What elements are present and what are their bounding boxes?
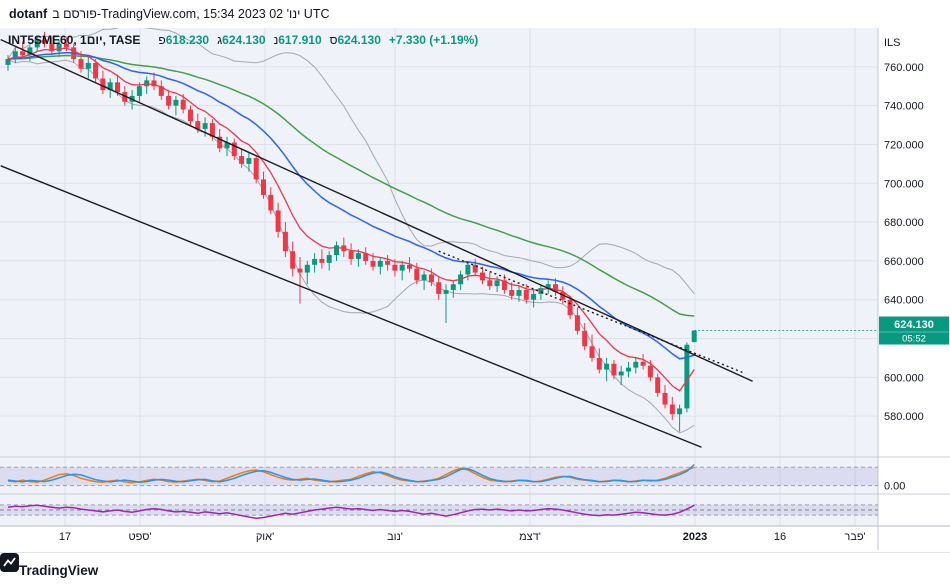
- svg-text:17: 17: [59, 531, 71, 543]
- svg-text:דצמ': דצמ': [519, 531, 541, 543]
- svg-text:16: 16: [774, 531, 786, 543]
- time-axis-labels: 17 ספט' אוק' נוב' דצמ' 2023 16 פבר': [59, 531, 866, 543]
- publish-info: פורסם ב-TradingView.com, 15:34 2023 ינו'…: [52, 7, 330, 21]
- svg-text:660.000: 660.000: [884, 256, 924, 268]
- ma-mid-line: [7, 51, 695, 360]
- footer-bar: TradingView: [0, 552, 950, 587]
- svg-text:05:52: 05:52: [902, 334, 926, 345]
- svg-text:760.000: 760.000: [884, 62, 924, 74]
- price-axis-labels: ILS 760.000 740.000 720.000 700.000 680.000 66…: [884, 37, 924, 493]
- momentum-line-line: [7, 504, 695, 520]
- low-value: 617.910: [278, 33, 322, 47]
- high-value: 624.130: [222, 33, 266, 47]
- open-value: 618.230: [165, 33, 210, 47]
- pane-separators: [0, 28, 950, 550]
- svg-text:פבר': פבר': [844, 531, 865, 543]
- svg-text:624.130: 624.130: [894, 319, 934, 331]
- svg-text:ספט': ספט': [128, 531, 151, 543]
- svg-text:2023: 2023: [683, 531, 707, 543]
- trendline-descending-dotted[interactable]: [438, 250, 746, 375]
- tradingview-logo-icon: [0, 553, 19, 572]
- symbol-legend: INT5SME60, 1יום, TASE פ 618.230 ג 624.13…: [8, 33, 478, 47]
- svg-text:640.000: 640.000: [884, 295, 924, 307]
- low-label: נ: [273, 33, 279, 47]
- svg-text:ILS: ILS: [884, 37, 901, 49]
- trendline-channel-upper[interactable]: [0, 39, 753, 382]
- high-label: ג: [217, 33, 223, 47]
- svg-text:600.000: 600.000: [884, 372, 924, 384]
- oscillator-slow-line: [7, 463, 695, 484]
- svg-text:0.00: 0.00: [884, 481, 905, 493]
- open-label: פ: [158, 33, 166, 47]
- momentum-pane: [0, 504, 878, 516]
- close-label: ס: [329, 33, 338, 47]
- svg-text:נוב': נוב': [387, 531, 403, 543]
- trendline-channel-lower[interactable]: [0, 165, 702, 448]
- tradingview-wordmark[interactable]: TradingView: [19, 562, 99, 578]
- svg-text:אוק': אוק': [256, 531, 274, 543]
- svg-text:720.000: 720.000: [884, 139, 924, 151]
- svg-text:700.000: 700.000: [884, 178, 924, 190]
- ma-slow-line: [7, 54, 695, 317]
- publisher-name[interactable]: dotanf: [9, 7, 48, 21]
- top-bar: dotanf פורסם ב-TradingView.com, 15:34 20…: [0, 0, 950, 28]
- svg-text:740.000: 740.000: [884, 101, 924, 113]
- svg-text:580.000: 580.000: [884, 411, 924, 423]
- close-value: 624.130: [337, 33, 381, 47]
- chart-background: [0, 28, 950, 552]
- last-price-badge: 624.130 05:52: [879, 316, 949, 345]
- change-value: +7.330 (+1.19%): [388, 33, 479, 47]
- symbol-title[interactable]: INT5SME60, 1יום, TASE: [8, 33, 141, 47]
- svg-text:680.000: 680.000: [884, 217, 924, 229]
